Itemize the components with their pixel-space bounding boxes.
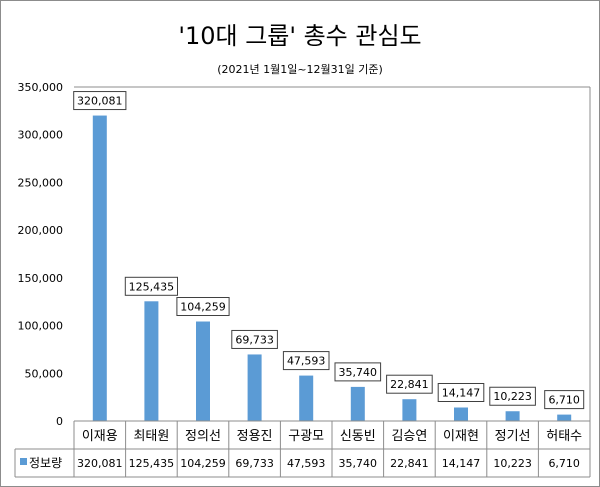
- table-value: 47,593: [287, 457, 326, 470]
- data-label: 10,223: [493, 390, 532, 403]
- bar-신동빈: [350, 386, 365, 421]
- category-label: 이재용: [82, 429, 118, 444]
- y-axis: 0 50,000 100,000 150,000 200,000 250,000 300,0…: [18, 81, 591, 428]
- data-label-box: [544, 390, 585, 410]
- bar-구광모: [299, 375, 314, 421]
- y-tick-label: 100,000: [18, 320, 64, 333]
- table-value: 320,081: [77, 457, 123, 470]
- data-label-box: [231, 329, 278, 349]
- bar-이재현: [454, 407, 468, 421]
- bars: 320,081 125,435 104,259 69,733 47,593 35,740 2…: [73, 91, 585, 422]
- table-value: 22,841: [390, 457, 429, 470]
- data-label-box: [73, 91, 127, 111]
- category-label: 최태원: [133, 429, 169, 444]
- chart-subtitle: (2021년 1월1일~12월31일 기준): [217, 62, 383, 76]
- category-label: 허태수: [546, 429, 582, 444]
- category-label: 정용진: [237, 429, 273, 444]
- y-tick-label: 200,000: [18, 224, 64, 237]
- data-label-box: [282, 351, 330, 371]
- category-label: 정기선: [495, 429, 531, 444]
- category-label: 신동빈: [340, 429, 376, 444]
- chart-title: '10대 그룹' 총수 관심도: [178, 22, 421, 50]
- y-tick-label: 250,000: [18, 176, 64, 189]
- y-tick-label: 150,000: [18, 272, 64, 285]
- category-label: 구광모: [288, 429, 324, 444]
- y-tick-label: 300,000: [18, 129, 64, 142]
- data-label-box: [386, 374, 433, 394]
- legend-swatch: [20, 458, 27, 465]
- bar-허태수: [557, 414, 572, 421]
- data-label: 22,841: [390, 378, 429, 391]
- table-value: 10,223: [493, 457, 532, 470]
- data-label: 14,147: [442, 386, 481, 399]
- y-tick-label: 0: [56, 415, 63, 428]
- data-label: 35,740: [339, 366, 378, 379]
- y-tick-label: 350,000: [18, 81, 64, 94]
- data-label-box: [124, 276, 179, 296]
- data-label: 69,733: [235, 333, 274, 346]
- table-value: 69,733: [235, 457, 274, 470]
- data-label: 104,259: [180, 301, 226, 314]
- data-label: 320,081: [77, 95, 123, 108]
- y-tick-label: 50,000: [25, 367, 64, 380]
- table-value: 104,259: [180, 457, 226, 470]
- bar-이재용: [92, 115, 107, 422]
- category-label: 김승연: [391, 429, 427, 444]
- bar-김승연: [402, 399, 417, 421]
- table-value: 14,147: [442, 457, 481, 470]
- bar-최태원: [144, 301, 159, 421]
- data-label-box: [489, 386, 536, 406]
- category-label: 정의선: [185, 429, 221, 444]
- bar-정의선: [196, 321, 210, 421]
- table-value: 125,435: [129, 457, 175, 470]
- data-label-box: [176, 297, 230, 317]
- data-label-box: [437, 382, 485, 402]
- data-label: 125,435: [129, 280, 175, 293]
- table-value: 35,740: [339, 457, 378, 470]
- data-label-box: [334, 362, 382, 382]
- bar-정기선: [505, 411, 520, 421]
- data-label: 6,710: [548, 394, 580, 407]
- data-label: 47,593: [287, 355, 326, 368]
- category-label: 이재현: [443, 429, 479, 444]
- bar-정용진: [247, 354, 262, 421]
- legend-label: 정보량: [29, 456, 62, 470]
- data-table: 이재용 320,081 최태원 125,435 정의선 104,259 정용진 69,733 구…: [14, 420, 591, 478]
- table-value: 6,710: [548, 457, 580, 470]
